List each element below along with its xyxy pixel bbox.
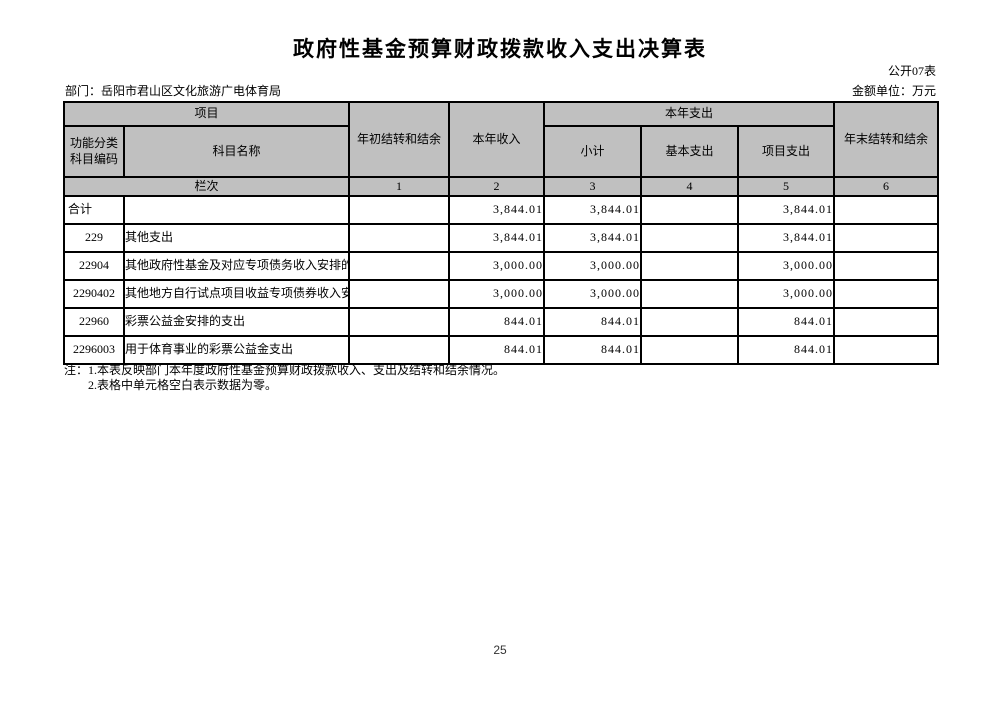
row-value xyxy=(833,335,940,365)
header-row-2: 功能分类科目编码 科目名称 小计 基本支出 项目支出 xyxy=(63,125,938,178)
row-subject-name: 其他地方自行试点项目收益专项债券收入安 xyxy=(122,279,351,309)
row-value xyxy=(833,279,940,309)
header-project: 项目 xyxy=(62,101,351,127)
row-value: 3,844.01 xyxy=(737,223,836,253)
budget-table: 项目 年初结转和结余 本年收入 本年支出 年末结转和结余 功能分类科目编码 科目… xyxy=(62,101,940,365)
header-row-1: 项目 年初结转和结余 本年收入 本年支出 年末结转和结余 xyxy=(62,101,940,178)
table-row: 2296003 用于体育事业的彩票公益金支出 844.01 844.01 844.01 xyxy=(63,335,940,365)
row-value: 844.01 xyxy=(448,307,546,337)
row-value xyxy=(833,195,940,225)
header-project-expenditure: 项目支出 xyxy=(737,125,836,178)
table-row: 22960 彩票公益金安排的支出 844.01 844.01 844.01 xyxy=(63,307,940,337)
note-line-1: 注：1.本表反映部门本年度政府性基金预算财政拨款收入、支出及结转和结余情况。 xyxy=(64,363,506,377)
row-value xyxy=(640,279,740,309)
row-subject-name xyxy=(122,195,351,225)
page-number: 25 xyxy=(493,643,507,657)
row-code: 2296003 xyxy=(63,335,125,365)
header-function-code: 功能分类科目编码 xyxy=(63,125,125,178)
row-value: 3,844.01 xyxy=(543,195,643,225)
header-opening-balance: 年初结转和结余 xyxy=(348,101,451,178)
row-value xyxy=(348,335,451,365)
row-value: 844.01 xyxy=(448,335,546,365)
row-value: 3,000.00 xyxy=(543,279,643,309)
header-current-expenditure: 本年支出 xyxy=(543,101,836,127)
note-line-2: 2.表格中单元格空白表示数据为零。 xyxy=(88,378,278,392)
row-value xyxy=(348,279,451,309)
header-subtotal: 小计 xyxy=(543,125,643,178)
row-value: 3,844.01 xyxy=(737,195,836,225)
row-value xyxy=(348,195,451,225)
row-value: 3,000.00 xyxy=(737,279,836,309)
row-value: 3,000.00 xyxy=(737,251,836,281)
row-value xyxy=(348,307,451,337)
row-value xyxy=(833,251,940,281)
row-value xyxy=(640,251,740,281)
page-title: 政府性基金预算财政拨款收入支出决算表 xyxy=(293,37,707,61)
table-row: 229 其他支出 3,844.01 3,844.01 3,844.01 xyxy=(63,223,940,253)
row-code: 229 xyxy=(63,223,125,253)
table-row: 22904 其他政府性基金及对应专项债务收入安排的 3,000.00 3,000.00… xyxy=(63,251,940,281)
row-value: 3,000.00 xyxy=(448,251,546,281)
row-value xyxy=(833,223,940,253)
column-index-label: 栏次 xyxy=(62,176,351,197)
row-value: 844.01 xyxy=(543,335,643,365)
row-value xyxy=(348,223,451,253)
row-code: 22960 xyxy=(63,307,125,337)
form-number-label: 公开07表 xyxy=(887,64,936,78)
department-label: 部门：岳阳市君山区文化旅游广电体育局 xyxy=(65,84,282,98)
row-subject-name: 彩票公益金安排的支出 xyxy=(122,307,351,337)
row-value xyxy=(833,307,940,337)
column-index-3: 3 xyxy=(543,176,643,197)
row-value: 844.01 xyxy=(737,335,836,365)
column-index-row: 栏次 1 2 3 4 5 6 xyxy=(62,176,940,197)
table-row: 2290402 其他地方自行试点项目收益专项债券收入安 3,000.00 3,000.… xyxy=(63,279,940,309)
row-value xyxy=(348,251,451,281)
column-index-1: 1 xyxy=(348,176,451,197)
row-subject-name: 其他支出 xyxy=(122,223,351,253)
column-index-4: 4 xyxy=(640,176,740,197)
row-value: 3,000.00 xyxy=(448,279,546,309)
table-notes: 注：1.本表反映部门本年度政府性基金预算财政拨款收入、支出及结转和结余情况。 2… xyxy=(64,363,505,393)
header-basic-expenditure: 基本支出 xyxy=(640,125,740,178)
row-code: 合计 xyxy=(63,195,125,225)
column-index-5: 5 xyxy=(737,176,836,197)
row-value: 3,000.00 xyxy=(543,251,643,281)
column-index-6: 6 xyxy=(833,176,940,197)
row-value: 844.01 xyxy=(737,307,836,337)
row-value xyxy=(640,195,740,225)
header-current-income: 本年收入 xyxy=(448,101,546,178)
header-closing-balance: 年末结转和结余 xyxy=(833,101,940,178)
row-code: 22904 xyxy=(63,251,125,281)
row-value: 3,844.01 xyxy=(448,223,546,253)
row-value xyxy=(640,223,740,253)
header-subject-name: 科目名称 xyxy=(122,125,351,178)
row-subject-name: 用于体育事业的彩票公益金支出 xyxy=(122,335,351,365)
row-value: 3,844.01 xyxy=(543,223,643,253)
column-index-2: 2 xyxy=(448,176,546,197)
table-row: 合计 3,844.01 3,844.01 3,844.01 xyxy=(63,195,940,225)
row-value xyxy=(640,335,740,365)
row-subject-name: 其他政府性基金及对应专项债务收入安排的 xyxy=(122,251,351,281)
row-value xyxy=(640,307,740,337)
table-body: 合计 3,844.01 3,844.01 3,844.01 229 其他支出 3,844.0… xyxy=(63,195,940,365)
row-value: 844.01 xyxy=(543,307,643,337)
row-code: 2290402 xyxy=(63,279,125,309)
amount-unit-label: 金额单位：万元 xyxy=(851,84,936,98)
row-value: 3,844.01 xyxy=(448,195,546,225)
